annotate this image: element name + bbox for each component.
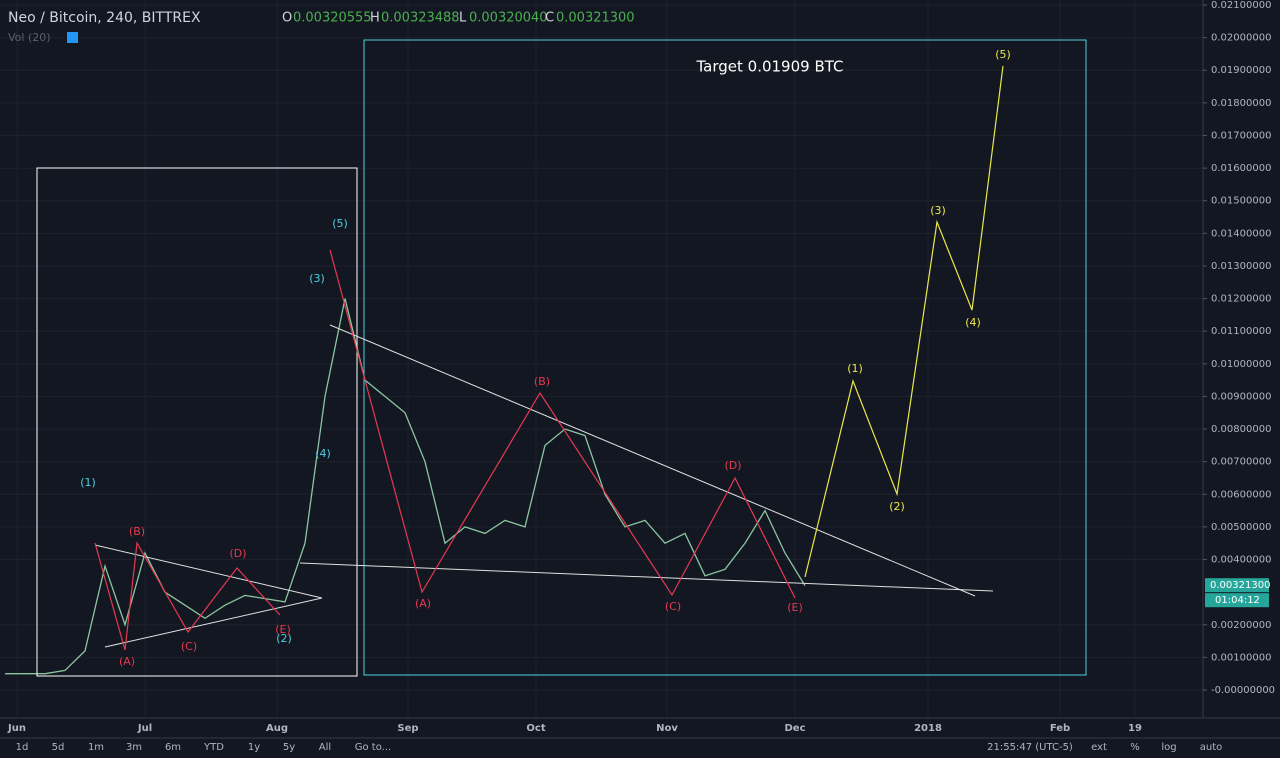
wave-label: (5) bbox=[995, 48, 1011, 61]
range-button[interactable]: All bbox=[319, 742, 331, 753]
countdown: 01:04:12 bbox=[1215, 595, 1260, 606]
ohlc-value: 0.00323488 bbox=[381, 11, 460, 26]
wave-label: (2) bbox=[276, 632, 292, 645]
wave-label: (1) bbox=[847, 362, 863, 375]
time-label: Dec bbox=[784, 723, 805, 734]
scale-button[interactable]: % bbox=[1130, 742, 1140, 753]
ohlc-key: L bbox=[459, 11, 467, 26]
current-price-label: 0.00321300 bbox=[1210, 580, 1270, 591]
box-left bbox=[36, 167, 358, 677]
scale-button[interactable]: auto bbox=[1200, 742, 1223, 753]
wave-labels-right: (A) (B) (C) (D) (E) bbox=[415, 375, 803, 614]
wave-labels-left: (1) (A) (B) (C) (D) (E) (2) (3) (4) (5) bbox=[80, 217, 348, 668]
price-tick-label: 0.00700000 bbox=[1211, 457, 1271, 468]
ohlc-key: C bbox=[545, 11, 554, 26]
price-tick-label: 0.02100000 bbox=[1211, 0, 1271, 11]
range-button[interactable]: 5y bbox=[283, 742, 295, 753]
time-label: 19 bbox=[1128, 723, 1142, 734]
range-button[interactable]: 5d bbox=[52, 742, 65, 753]
range-button[interactable]: 3m bbox=[126, 742, 142, 753]
scale-button[interactable]: ext bbox=[1091, 742, 1107, 753]
price-tick-label: 0.00400000 bbox=[1211, 555, 1271, 566]
wave-label: (A) bbox=[415, 597, 431, 610]
price-tick-label: -0.00000000 bbox=[1211, 685, 1275, 696]
wave-label: (4) bbox=[965, 316, 981, 329]
symbol[interactable]: Neo / Bitcoin, 240, BITTREX bbox=[8, 10, 201, 26]
price-tick-label: 0.02000000 bbox=[1211, 33, 1271, 44]
range-button[interactable]: Go to... bbox=[355, 742, 391, 753]
wave-right bbox=[329, 249, 796, 599]
grid bbox=[0, 0, 1203, 718]
time-axis: Jun Jul Aug Sep Oct Nov Dec 2018 Feb 19 bbox=[7, 723, 1142, 734]
wave-left bbox=[94, 541, 281, 651]
price-tick-label: 0.01000000 bbox=[1211, 359, 1271, 370]
time-label: Jun bbox=[7, 723, 26, 734]
range-button[interactable]: 1m bbox=[88, 742, 104, 753]
time-label: 2018 bbox=[914, 723, 942, 734]
time-label: Sep bbox=[397, 723, 418, 734]
wave-label: (B) bbox=[534, 375, 550, 388]
price-tick-label: 0.01700000 bbox=[1211, 130, 1271, 141]
time-label: Oct bbox=[526, 723, 545, 734]
scale-button[interactable]: log bbox=[1161, 742, 1176, 753]
clock: 21:55:47 (UTC-5) bbox=[987, 742, 1073, 753]
price-tick-label: 0.00900000 bbox=[1211, 391, 1271, 402]
wave-label: (C) bbox=[665, 600, 681, 613]
range-button[interactable]: 1d bbox=[16, 742, 29, 753]
box-right bbox=[363, 39, 1087, 676]
wave-label: (E) bbox=[275, 623, 291, 636]
price-tick-label: 0.00800000 bbox=[1211, 424, 1271, 435]
wave-label: (D) bbox=[724, 459, 741, 472]
price-line bbox=[5, 298, 806, 675]
price-tick-label: 0.01200000 bbox=[1211, 294, 1271, 305]
wave-label: (1) bbox=[80, 476, 96, 489]
wave-labels-projection: (1) (2) (3) (4) (5) bbox=[847, 48, 1011, 513]
toolbar: 1d 5d 1m 3m 6m YTD 1y 5y All Go to... 21:55:47 (UT… bbox=[16, 742, 1223, 753]
range-button[interactable]: YTD bbox=[203, 742, 224, 753]
wave-label: (C) bbox=[181, 640, 197, 653]
wave-label: (B) bbox=[129, 525, 145, 538]
range-button[interactable]: 1y bbox=[248, 742, 260, 753]
price-tick-label: 0.00600000 bbox=[1211, 489, 1271, 500]
time-label: Aug bbox=[266, 723, 288, 734]
countdown-tag bbox=[1205, 593, 1269, 608]
price-tick-label: 0.01300000 bbox=[1211, 261, 1271, 272]
price-tick-label: 0.01900000 bbox=[1211, 65, 1271, 76]
target-annotation: Target 0.01909 BTC bbox=[695, 58, 843, 76]
price-tick-label: 0.00100000 bbox=[1211, 652, 1271, 663]
volume-label: Vol (20) bbox=[8, 31, 51, 44]
price-tick-label: 0.01600000 bbox=[1211, 163, 1271, 174]
eye-icon[interactable] bbox=[67, 32, 78, 43]
price-tick-label: 0.00200000 bbox=[1211, 620, 1271, 631]
ohlc-value: 0.00320040 bbox=[469, 11, 548, 26]
wave-label: (3) bbox=[930, 204, 946, 217]
time-label: Jul bbox=[137, 723, 152, 734]
ohlc-value: 0.00320555 bbox=[293, 11, 372, 26]
price-tick-label: 0.01500000 bbox=[1211, 196, 1271, 207]
price-tick-label: 0.00500000 bbox=[1211, 522, 1271, 533]
ohlc-key: H bbox=[370, 11, 380, 26]
wave-label: (2) bbox=[889, 500, 905, 513]
wave-label: (3) bbox=[309, 272, 325, 285]
ohlc-key: O bbox=[282, 11, 292, 26]
wave-label: (E) bbox=[787, 601, 803, 614]
current-price-tag bbox=[1205, 578, 1269, 593]
wave-label: (A) bbox=[119, 655, 135, 668]
ohlc-value: 0.00321300 bbox=[556, 11, 635, 26]
time-label: Feb bbox=[1050, 723, 1070, 734]
time-label: Nov bbox=[656, 723, 678, 734]
wave-projection bbox=[804, 65, 1004, 578]
wave-label: (D) bbox=[229, 547, 246, 560]
wave-label: (4) bbox=[315, 447, 331, 460]
price-tick-label: 0.01800000 bbox=[1211, 98, 1271, 109]
price-tick-label: 0.01400000 bbox=[1211, 228, 1271, 239]
price-tick-label: 0.01100000 bbox=[1211, 326, 1271, 337]
price-axis: 0.02100000 0.02000000 0.01900000 0.01800000… bbox=[1203, 0, 1275, 696]
price-series bbox=[5, 298, 806, 675]
range-button[interactable]: 6m bbox=[165, 742, 181, 753]
wave-label: (5) bbox=[332, 217, 348, 230]
